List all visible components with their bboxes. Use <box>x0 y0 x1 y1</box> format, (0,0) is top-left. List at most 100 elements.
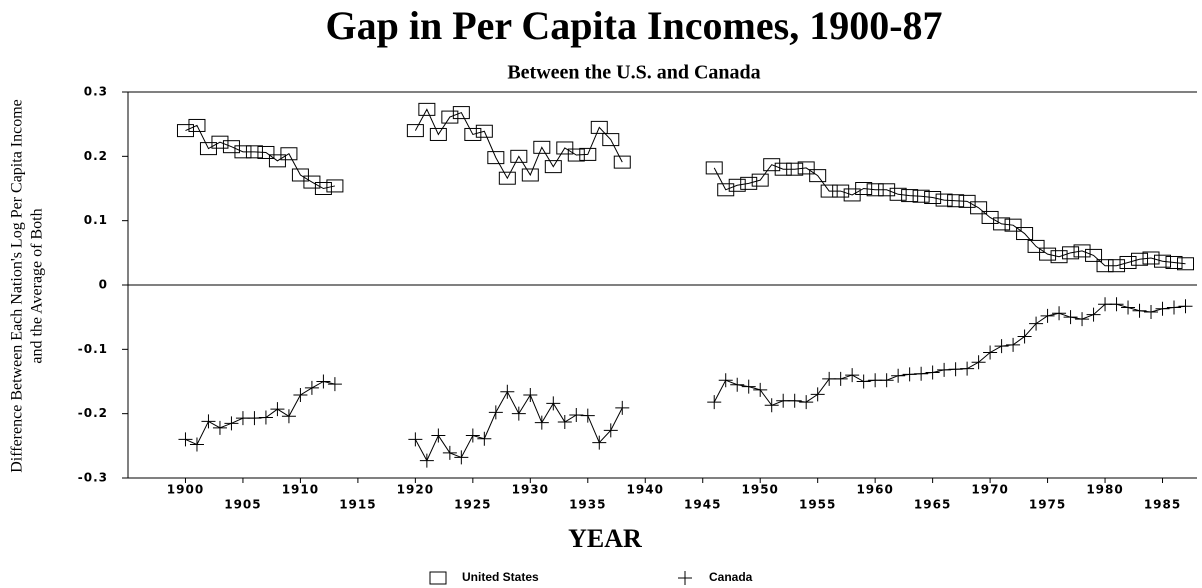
marker <box>833 371 848 386</box>
marker <box>465 428 480 443</box>
marker <box>488 405 503 420</box>
marker <box>316 374 331 389</box>
marker <box>983 345 998 360</box>
x-tick-label: 1915 <box>339 498 376 512</box>
marker <box>705 161 723 175</box>
marker <box>1027 239 1045 253</box>
marker <box>441 110 459 124</box>
legend-label: United States <box>462 570 539 584</box>
marker <box>730 377 745 392</box>
marker <box>1121 300 1136 315</box>
marker <box>855 182 873 195</box>
marker <box>937 362 952 377</box>
marker <box>500 384 515 399</box>
marker <box>314 182 332 195</box>
x-tick-label: 1980 <box>1086 483 1123 497</box>
x-tick-label: 1935 <box>569 498 606 512</box>
y-tick-label: 0.3 <box>84 85 108 99</box>
x-tick-label: 1945 <box>684 498 721 512</box>
marker <box>419 453 434 468</box>
marker <box>970 201 988 215</box>
marker <box>1029 316 1044 331</box>
y-axis-label: and the Average of Both <box>29 208 46 363</box>
marker <box>786 162 804 176</box>
marker <box>454 450 469 465</box>
marker <box>678 571 692 585</box>
marker <box>567 148 585 162</box>
marker <box>590 120 608 134</box>
marker <box>580 408 595 423</box>
marker <box>431 428 446 443</box>
chart-title: Gap in Per Capita Incomes, 1900-87 <box>325 3 942 48</box>
marker <box>534 415 549 430</box>
marker <box>787 393 802 408</box>
marker <box>751 173 769 187</box>
marker <box>245 145 263 159</box>
marker <box>452 106 470 120</box>
marker <box>327 377 342 392</box>
marker <box>1165 255 1183 269</box>
marker <box>993 217 1011 231</box>
marker <box>925 365 940 380</box>
marker <box>304 380 319 395</box>
marker <box>1177 257 1195 271</box>
marker <box>1131 252 1149 266</box>
x-tick-label: 1910 <box>282 483 319 497</box>
marker <box>845 368 860 383</box>
marker <box>707 395 722 410</box>
marker <box>212 420 227 435</box>
marker <box>293 388 308 403</box>
y-tick-label: 0.2 <box>84 149 108 163</box>
marker <box>546 396 561 411</box>
marker <box>718 373 733 388</box>
y-tick-label: -0.2 <box>78 406 108 420</box>
x-tick-label: 1970 <box>971 483 1008 497</box>
marker <box>891 368 906 383</box>
x-tick-label: 1975 <box>1029 498 1066 512</box>
marker <box>224 416 239 431</box>
marker <box>763 158 781 172</box>
marker <box>1052 306 1067 321</box>
marker <box>1119 255 1137 269</box>
x-tick-label: 1900 <box>167 483 204 497</box>
marker <box>809 169 827 183</box>
marker <box>1109 297 1124 312</box>
marker <box>544 160 562 174</box>
marker <box>487 151 505 165</box>
marker <box>510 149 528 163</box>
marker <box>1073 244 1091 258</box>
marker <box>270 402 285 417</box>
marker <box>464 127 482 141</box>
marker <box>1178 299 1193 314</box>
marker <box>592 435 607 450</box>
marker <box>188 118 206 132</box>
marker <box>258 410 273 425</box>
marker <box>810 387 825 402</box>
marker <box>717 183 735 197</box>
y-tick-label: -0.3 <box>78 471 108 485</box>
marker <box>222 140 240 154</box>
x-tick-label: 1925 <box>454 498 491 512</box>
marker <box>247 411 262 426</box>
marker <box>753 382 768 397</box>
marker <box>178 432 193 447</box>
marker <box>901 189 919 203</box>
series-line <box>185 303 1186 462</box>
y-axis-label: Difference Between Each Nation's Log Per… <box>9 99 26 473</box>
marker <box>1075 312 1090 327</box>
marker <box>866 183 884 197</box>
marker <box>189 437 204 452</box>
marker <box>418 102 436 116</box>
marker <box>406 124 424 138</box>
marker <box>477 431 492 446</box>
legend-label: Canada <box>709 570 753 584</box>
y-tick-label: -0.1 <box>78 342 108 356</box>
marker <box>1050 250 1068 264</box>
marker <box>832 184 850 198</box>
marker <box>523 388 538 403</box>
marker <box>799 395 814 410</box>
marker <box>914 366 929 381</box>
marker <box>1062 246 1080 260</box>
marker <box>579 147 597 161</box>
marker <box>902 367 917 382</box>
